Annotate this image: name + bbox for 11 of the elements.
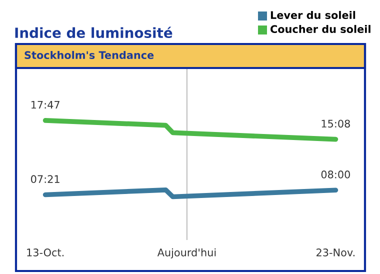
x-tick-label: 23-Nov. <box>316 248 354 256</box>
data-label: 07:21 <box>31 175 60 184</box>
legend-label: Lever du soleil <box>270 10 356 20</box>
legend-label: Coucher du soleil <box>270 24 370 34</box>
chart-subtitle: Stockholm's Tendance <box>24 50 154 60</box>
data-label: 08:00 <box>321 170 350 178</box>
data-label: 17:47 <box>31 100 60 109</box>
chart-title: Indice de luminosité <box>15 26 172 38</box>
x-tick-label: 13-Oct. <box>27 248 64 256</box>
x-tick-label: Aujourd'hui <box>157 248 216 258</box>
data-label: 15:08 <box>322 120 350 128</box>
